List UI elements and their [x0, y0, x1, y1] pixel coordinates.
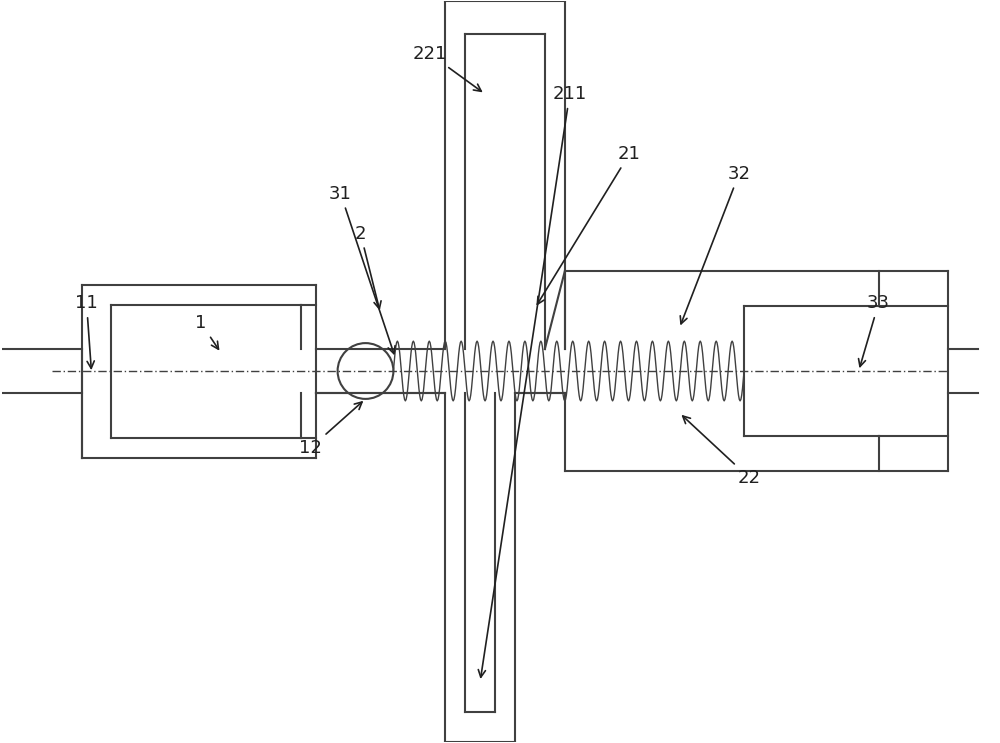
Text: 11: 11 — [75, 294, 98, 369]
Text: 21: 21 — [537, 145, 641, 305]
Text: 31: 31 — [329, 185, 395, 354]
Text: 12: 12 — [299, 402, 362, 457]
Text: 221: 221 — [413, 45, 481, 91]
Text: 22: 22 — [683, 416, 761, 487]
Circle shape — [338, 343, 393, 399]
Text: 1: 1 — [195, 314, 218, 349]
Text: 2: 2 — [355, 224, 381, 308]
Text: 211: 211 — [478, 85, 587, 678]
Text: 32: 32 — [680, 165, 751, 324]
Text: 33: 33 — [859, 294, 890, 366]
